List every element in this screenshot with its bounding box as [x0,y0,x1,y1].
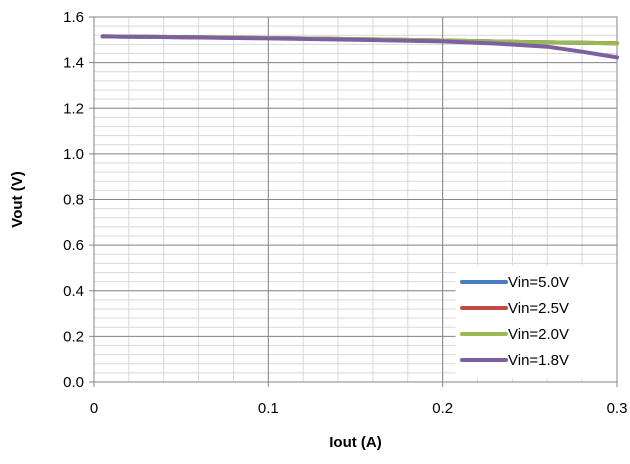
y-tick-label: 0.6 [63,237,84,254]
legend: Vin=5.0V Vin=2.5V Vin=2.0V Vin=1.8V [455,265,617,379]
legend-label: Vin=2.5V [508,300,569,317]
x-axis-ticks: 0 0.1 0.2 0.3 [90,382,628,417]
x-tick-label: 0 [90,400,98,417]
y-tick-label: 0.2 [63,328,84,345]
y-axis-ticks: 0.0 0.2 0.4 0.6 0.8 1.0 1.2 1.4 1.6 [63,9,94,391]
y-axis-title: Vout (V) [9,171,26,227]
legend-label: Vin=1.8V [508,352,569,369]
y-tick-label: 0.8 [63,192,84,209]
series-lines [100,34,619,60]
x-tick-label: 0.3 [607,400,628,417]
y-tick-label: 1.2 [63,100,84,117]
y-tick-label: 0.4 [63,283,84,300]
y-tick-label: 1.6 [63,9,84,26]
legend-label: Vin=2.0V [508,326,569,343]
x-tick-label: 0.1 [258,400,279,417]
legend-label: Vin=5.0V [508,274,569,291]
x-tick-label: 0.2 [432,400,453,417]
y-tick-label: 1.4 [63,55,84,72]
series-line-4 [100,34,619,60]
x-axis-title: Iout (A) [329,434,381,451]
y-tick-label: 1.0 [63,146,84,163]
y-tick-label: 0.0 [63,374,84,391]
